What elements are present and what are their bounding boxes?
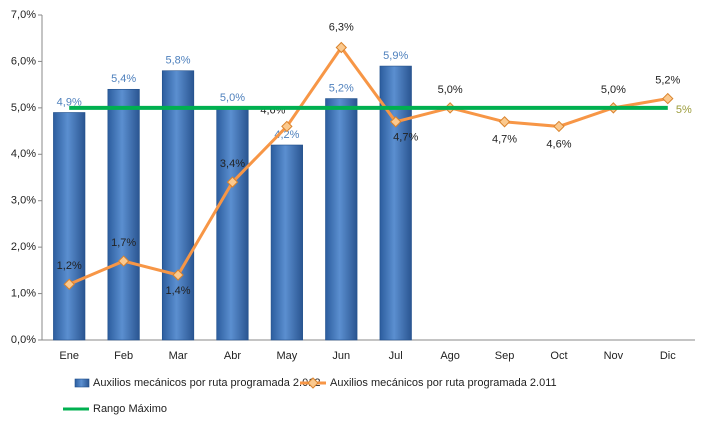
legend-marker [307,377,319,389]
line-marker [498,116,511,128]
y-tick-label: 6,0% [11,55,36,67]
line-value-label: 4,6% [546,138,571,150]
y-tick-label: 4,0% [11,148,36,160]
line-value-label: 3,4% [220,158,245,170]
x-tick-label: Dic [660,350,676,362]
bar-value-label: 5,2% [329,82,354,94]
line-value-label: 4,7% [393,132,418,144]
line-series [68,44,669,286]
x-tick-label: Oct [550,350,567,362]
line-value-label: 5,0% [438,84,463,96]
line-value-label: 5,2% [655,74,680,86]
bar [161,70,195,341]
bar-value-label: 5,9% [383,50,408,62]
line-value-label: 5% [676,104,692,116]
bar [270,144,303,341]
line-marker [226,176,239,188]
legend-label: Auxilios mecánicos por ruta programada 2… [93,377,320,389]
bar-value-label: 5,4% [111,73,136,85]
y-tick-label: 1,0% [11,287,36,299]
line-value-label: 4,7% [492,134,517,146]
legend-swatch [74,378,90,388]
line-marker [117,255,130,267]
y-tick-label: 2,0% [11,241,36,253]
legend-label: Auxilios mecánicos por ruta programada 2… [330,377,557,389]
x-tick-label: Sep [495,350,515,362]
y-tick-label: 0,0% [11,334,36,346]
line-marker [390,116,402,128]
bar-value-label: 4,9% [57,96,82,108]
x-tick-label: Nov [604,350,624,362]
legend-label: Rango Máximo [93,403,167,415]
x-tick-label: Ago [440,350,460,362]
line-value-label: 1,2% [57,260,82,272]
line-marker [281,120,293,133]
bar [379,65,412,341]
x-tick-label: Mar [169,350,188,362]
bar [53,112,86,341]
line-value-label: 1,4% [166,285,191,297]
x-tick-label: Feb [114,350,133,362]
x-tick-label: Abr [224,350,241,362]
bar [216,107,249,341]
x-tick-label: Jul [389,350,403,362]
line-value-label: 5,0% [601,84,626,96]
line-marker [63,278,75,290]
y-tick-label: 3,0% [11,195,36,207]
bar-value-label: 5,8% [166,55,191,67]
y-tick-label: 5,0% [11,102,36,114]
x-tick-label: Ene [59,350,79,362]
line-value-label: 6,3% [329,21,354,33]
line-marker [172,269,184,281]
bar [325,98,358,341]
bar [107,88,140,341]
y-tick-label: 7,0% [11,9,36,21]
x-tick-label: May [276,350,297,362]
line-marker [662,92,674,105]
bar-value-label: 5,0% [220,92,245,104]
line-marker [553,120,565,133]
line-marker [335,41,347,54]
line-value-label: 1,7% [111,237,136,249]
x-tick-label: Jun [332,350,350,362]
